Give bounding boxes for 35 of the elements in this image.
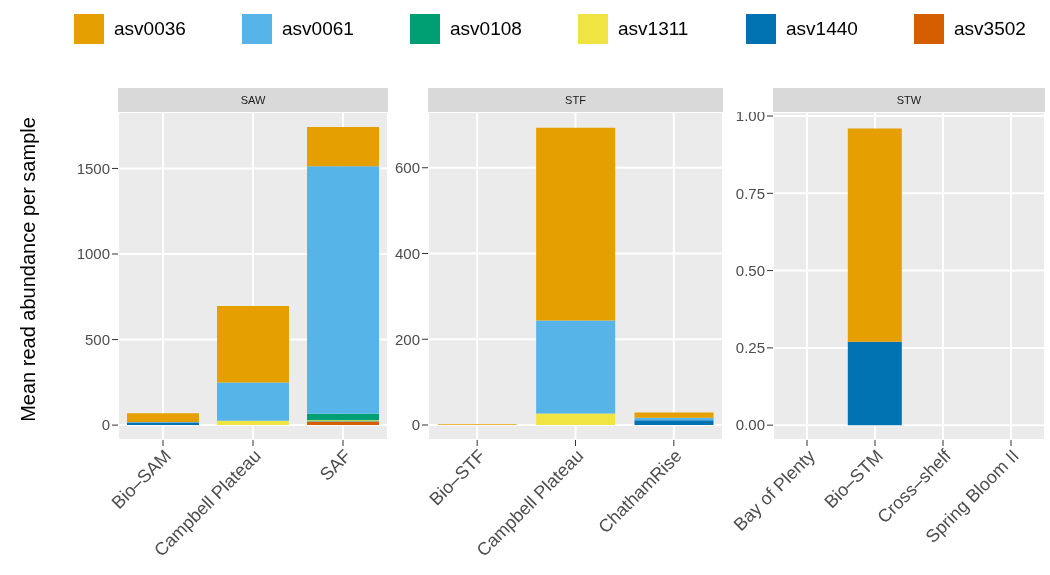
y-tick-label: 0	[101, 416, 110, 434]
bar	[307, 413, 379, 421]
chart-title: STF	[428, 88, 723, 112]
bar	[217, 420, 289, 426]
y-tick-label: 0.25	[735, 339, 765, 357]
legend-label: asv0108	[450, 18, 522, 40]
y-tick-label: 600	[394, 159, 420, 177]
bar	[536, 320, 616, 414]
bar	[217, 306, 289, 383]
y-tick-label: 0	[411, 416, 420, 434]
legend-label: asv1440	[786, 18, 858, 40]
bar	[536, 413, 616, 425]
y-tick-label: 200	[394, 330, 420, 348]
chart-title: SAW	[118, 88, 388, 112]
y-tick-label: 0.00	[735, 416, 765, 434]
legend-label: asv1311	[618, 18, 689, 40]
legend-label: asv0036	[114, 18, 186, 40]
y-tick-label: 1000	[76, 245, 110, 263]
bar	[634, 420, 714, 425]
legend-label: asv3502	[954, 18, 1026, 40]
y-tick-label: 1500	[76, 159, 110, 177]
bar	[536, 127, 616, 321]
legend-label: asv0061	[282, 18, 354, 40]
y-tick-label: 0.75	[735, 184, 765, 202]
y-tick-label: 400	[394, 244, 420, 262]
y-tick-label: 0.50	[735, 261, 765, 279]
bar	[307, 166, 379, 414]
y-axis-title: Mean read abundance per sample	[16, 116, 40, 424]
bar	[307, 126, 379, 167]
bar	[307, 421, 379, 426]
bar	[127, 413, 199, 423]
chart-title: STW	[773, 88, 1045, 112]
bar	[634, 412, 714, 418]
bar	[217, 382, 289, 421]
y-tick-label: 500	[84, 330, 110, 348]
